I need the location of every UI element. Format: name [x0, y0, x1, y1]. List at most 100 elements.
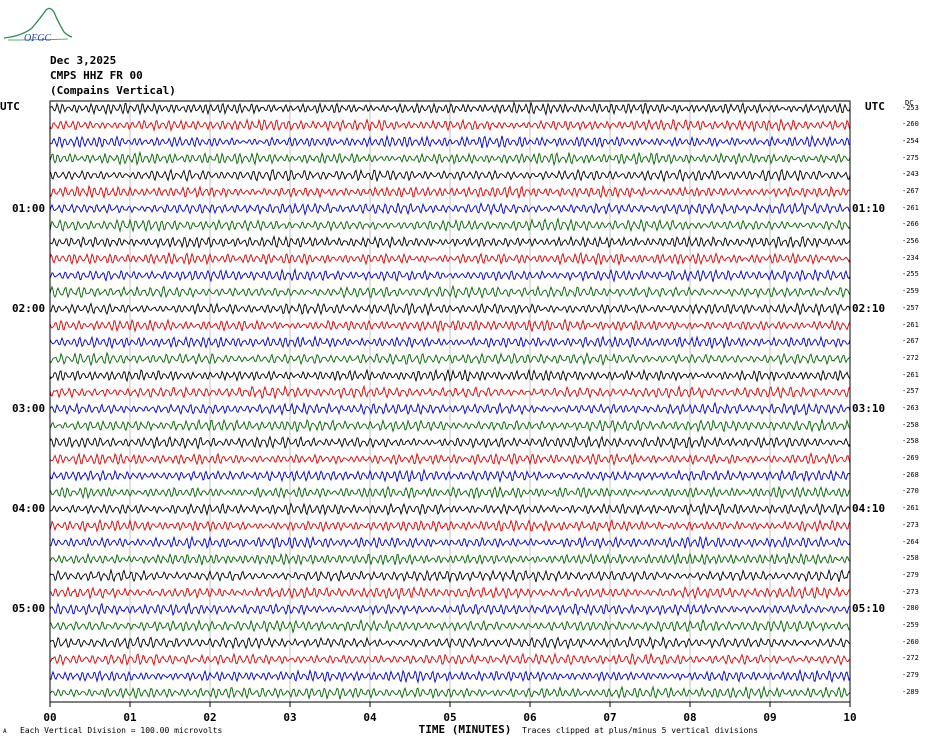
dc-offset-label: -273 [902, 587, 919, 596]
x-axis-title: TIME (MINUTES) [418, 723, 512, 736]
seismic-trace [49, 435, 851, 450]
dc-offset-label: -272 [902, 353, 919, 362]
dc-label: DC [905, 99, 914, 107]
scale-mark: A [3, 728, 7, 735]
x-tick-label: 04 [363, 711, 377, 724]
seismic-trace [49, 635, 851, 651]
dc-offset-label: -266 [902, 220, 919, 229]
left-hour-label: 03:00 [12, 402, 46, 415]
seismic-trace [49, 452, 851, 467]
seismic-trace [49, 568, 851, 584]
dc-offset-label: -259 [902, 621, 919, 630]
seismic-trace [49, 552, 851, 567]
seismic-trace [49, 184, 851, 200]
left-hour-label: 02:00 [12, 301, 46, 315]
right-hour-label: 04:10 [852, 502, 886, 516]
dc-offset-label: -258 [902, 437, 919, 446]
x-tick-label: 03 [283, 711, 297, 724]
seismic-trace [49, 335, 851, 350]
right-utc-label: UTC [865, 100, 885, 113]
dc-offset-label: -254 [902, 136, 919, 145]
seismic-peak-logo-icon [3, 7, 73, 41]
logo-text: OFGC [24, 33, 52, 44]
seismic-trace [49, 535, 851, 550]
seismic-trace [49, 652, 851, 667]
x-axis-ticks [49, 702, 851, 707]
seismic-trace [49, 150, 851, 167]
dc-offset-label: -270 [902, 487, 919, 496]
left-hour-label: 01:00 [12, 201, 46, 215]
dc-offset-label: -280 [902, 604, 919, 613]
dc-offset-label: -258 [902, 554, 919, 563]
clip-note: Traces clipped at plus/minus 5 vertical … [522, 726, 759, 735]
dc-offset-label: -272 [902, 654, 919, 663]
dc-offset-label: -261 [902, 504, 919, 513]
dc-offset-label: -253 [902, 103, 919, 112]
x-tick-label: 07 [603, 711, 617, 724]
dc-offset-label: -259 [902, 287, 919, 296]
right-hour-label: 01:10 [852, 201, 886, 215]
seismic-trace [49, 468, 851, 484]
x-tick-label: 09 [763, 711, 777, 724]
seismic-trace [49, 168, 851, 183]
x-tick-label: 06 [523, 711, 537, 724]
seismic-trace [49, 685, 851, 700]
dc-offset-label: -234 [902, 253, 919, 262]
seismic-trace [49, 101, 851, 117]
dc-offset-label: -260 [902, 120, 919, 129]
seismic-trace [49, 368, 851, 383]
dc-offset-label: -267 [902, 337, 919, 346]
dc-offset-label: -273 [902, 520, 919, 529]
dc-offset-label: -279 [902, 671, 919, 680]
seismic-trace [49, 234, 851, 250]
ofgc-logo: OFGC [3, 7, 73, 44]
dc-offset-label: -258 [902, 420, 919, 429]
dc-offset-label: -255 [902, 270, 919, 279]
dc-offset-label: -261 [902, 320, 919, 329]
dc-offset-label: -261 [902, 203, 919, 212]
station-location: (Compains Vertical) [50, 84, 176, 97]
dc-offset-label: -263 [902, 404, 919, 412]
right-hour-label: 02:10 [852, 301, 886, 315]
x-tick-label: 02 [203, 711, 217, 724]
seismic-trace [49, 585, 851, 601]
dc-offset-label: -260 [902, 637, 919, 646]
seismic-trace [49, 618, 851, 634]
x-tick-label: 01 [123, 711, 137, 724]
seismic-trace [49, 518, 851, 533]
dc-offset-label: -257 [902, 303, 919, 312]
right-hour-label: 03:10 [852, 402, 886, 415]
seismic-trace [49, 401, 851, 416]
seismic-trace [49, 351, 851, 367]
station-code: CMPS HHZ FR 00 [50, 69, 143, 82]
dc-offset-label: -279 [902, 570, 919, 579]
left-hour-label: 04:00 [12, 502, 46, 516]
seismic-trace [49, 318, 851, 334]
x-tick-label: 10 [843, 711, 857, 724]
seismic-traces [49, 101, 851, 700]
dc-offset-label: -289 [902, 687, 919, 696]
seismic-trace [49, 251, 851, 267]
dc-offset-label: -269 [902, 454, 919, 463]
seismic-trace [49, 601, 851, 617]
seismic-trace [49, 418, 851, 434]
seismic-trace [49, 302, 851, 317]
dc-offset-label: -275 [902, 153, 919, 162]
dc-offset-label: -257 [902, 387, 919, 396]
left-utc-label: UTC [0, 100, 20, 113]
left-hour-label: 05:00 [12, 602, 46, 616]
seismic-trace [49, 668, 851, 684]
seismic-trace [49, 267, 851, 283]
plot-grid [129, 101, 771, 702]
seismic-trace [49, 217, 851, 233]
dc-offset-label: -261 [902, 370, 919, 379]
x-tick-label: 08 [683, 711, 697, 724]
x-tick-label: 05 [443, 711, 457, 724]
seismic-trace [49, 118, 851, 133]
seismic-trace [49, 284, 851, 300]
record-date: Dec 3,2025 [50, 54, 117, 67]
dc-offset-label: -264 [902, 537, 919, 546]
dc-offset-label: -243 [902, 170, 919, 179]
scale-note: Each Vertical Division = 100.00 microvol… [20, 726, 223, 735]
